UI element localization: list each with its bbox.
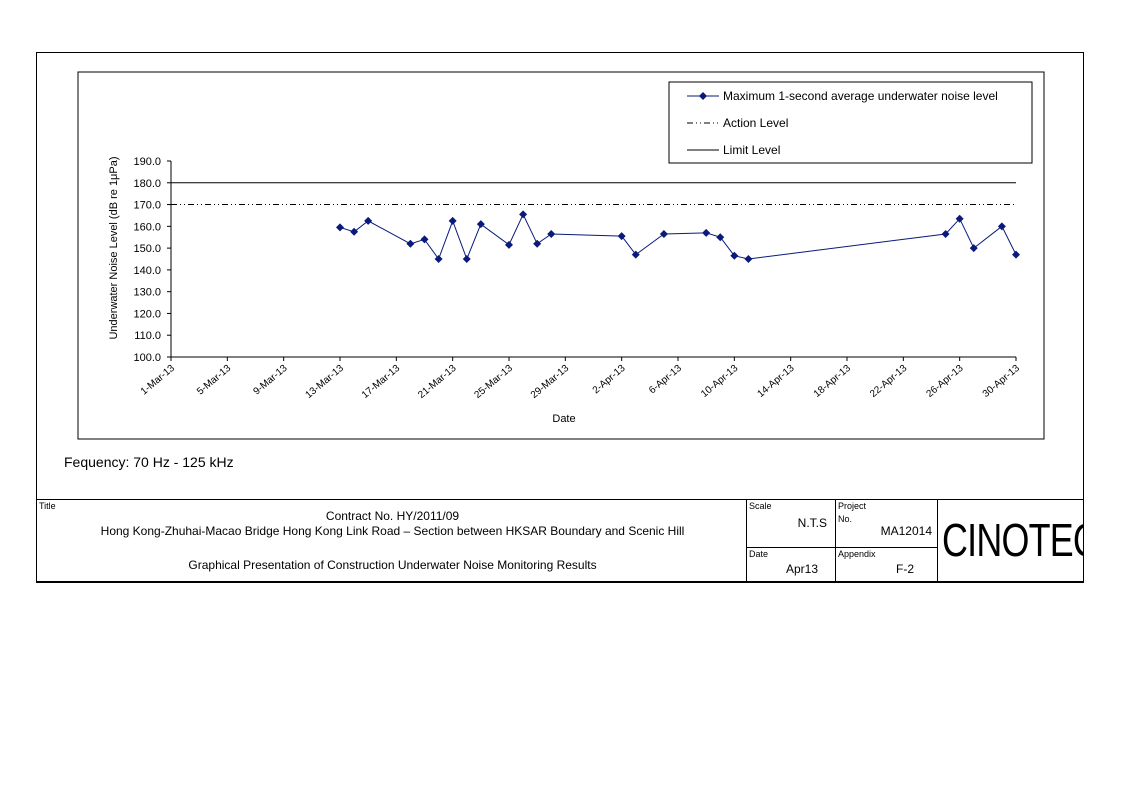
data-point (406, 239, 415, 248)
y-tick-label: 130.0 (133, 287, 161, 299)
project-number: MA12014 (880, 524, 932, 538)
legend-series-label: Maximum 1-second average underwater nois… (723, 89, 998, 103)
data-point (969, 244, 978, 253)
title-cell: Title Contract No. HY/2011/09 Hong Kong-… (36, 499, 747, 583)
y-tick-label: 180.0 (133, 178, 161, 190)
y-tick-label: 140.0 (133, 265, 161, 277)
legend-action-label: Action Level (723, 116, 788, 130)
scale-label: Scale (749, 501, 772, 511)
y-tick-label: 150.0 (133, 243, 161, 255)
project-cell: Project No. MA12014 (835, 499, 938, 548)
project-no-label: No. (838, 514, 853, 524)
data-point (631, 250, 640, 259)
data-point (955, 214, 964, 223)
legend: Maximum 1-second average underwater nois… (668, 81, 1033, 164)
data-point (434, 255, 443, 263)
data-point (547, 229, 556, 238)
data-point (476, 220, 485, 229)
data-point (533, 239, 542, 248)
legend-series-marker (699, 92, 707, 100)
frequency-note: Fequency: 70 Hz - 125 kHz (64, 454, 234, 470)
data-point (336, 223, 344, 232)
date-value: Apr13 (786, 562, 819, 576)
appendix-cell: Appendix F-2 (835, 547, 938, 583)
logo-cell: CINOTECH (937, 499, 1084, 583)
x-axis-label: Date (552, 413, 575, 425)
appendix-label: Appendix (838, 549, 876, 559)
y-axis-label: Underwater Noise Level (dB re 1μPa) (108, 156, 120, 339)
data-point (364, 216, 373, 225)
data-point (505, 240, 513, 249)
y-tick-label: 170.0 (133, 200, 161, 212)
data-point (659, 229, 668, 238)
scale-cell: Scale N.T.S (746, 499, 836, 548)
data-point (941, 229, 950, 238)
title-label: Title (39, 501, 56, 511)
drawing-sheet (36, 52, 1084, 582)
cinotech-logo: CINOTECH (942, 514, 1083, 566)
data-point (1012, 250, 1020, 259)
y-tick-label: 190.0 (133, 156, 161, 168)
legend-limit-label: Limit Level (723, 143, 780, 157)
data-point (997, 222, 1006, 231)
data-point (730, 251, 739, 260)
y-tick-label: 160.0 (133, 221, 161, 233)
drawing-title: Graphical Presentation of Construction U… (188, 558, 597, 572)
data-point (350, 227, 359, 236)
y-tick-label: 110.0 (134, 330, 161, 342)
data-point (702, 228, 711, 237)
data-point (462, 255, 471, 263)
data-point (519, 210, 528, 219)
project-name: Hong Kong-Zhuhai-Macao Bridge Hong Kong … (100, 524, 685, 538)
date-cell: Date Apr13 (746, 547, 836, 583)
y-tick-label: 100.0 (133, 352, 161, 364)
title-block: Title Contract No. HY/2011/09 Hong Kong-… (36, 499, 1084, 583)
appendix-value: F-2 (896, 562, 914, 576)
date-label: Date (749, 549, 769, 559)
data-point (744, 255, 753, 263)
y-tick-label: 120.0 (133, 308, 161, 320)
contract-number: Contract No. HY/2011/09 (325, 509, 460, 523)
scale-value: N.T.S (797, 516, 827, 530)
data-point (617, 232, 626, 241)
project-label: Project (838, 501, 867, 511)
data-point (716, 233, 725, 242)
legend-box (668, 81, 1033, 164)
data-point (420, 235, 429, 244)
data-point (448, 216, 457, 225)
